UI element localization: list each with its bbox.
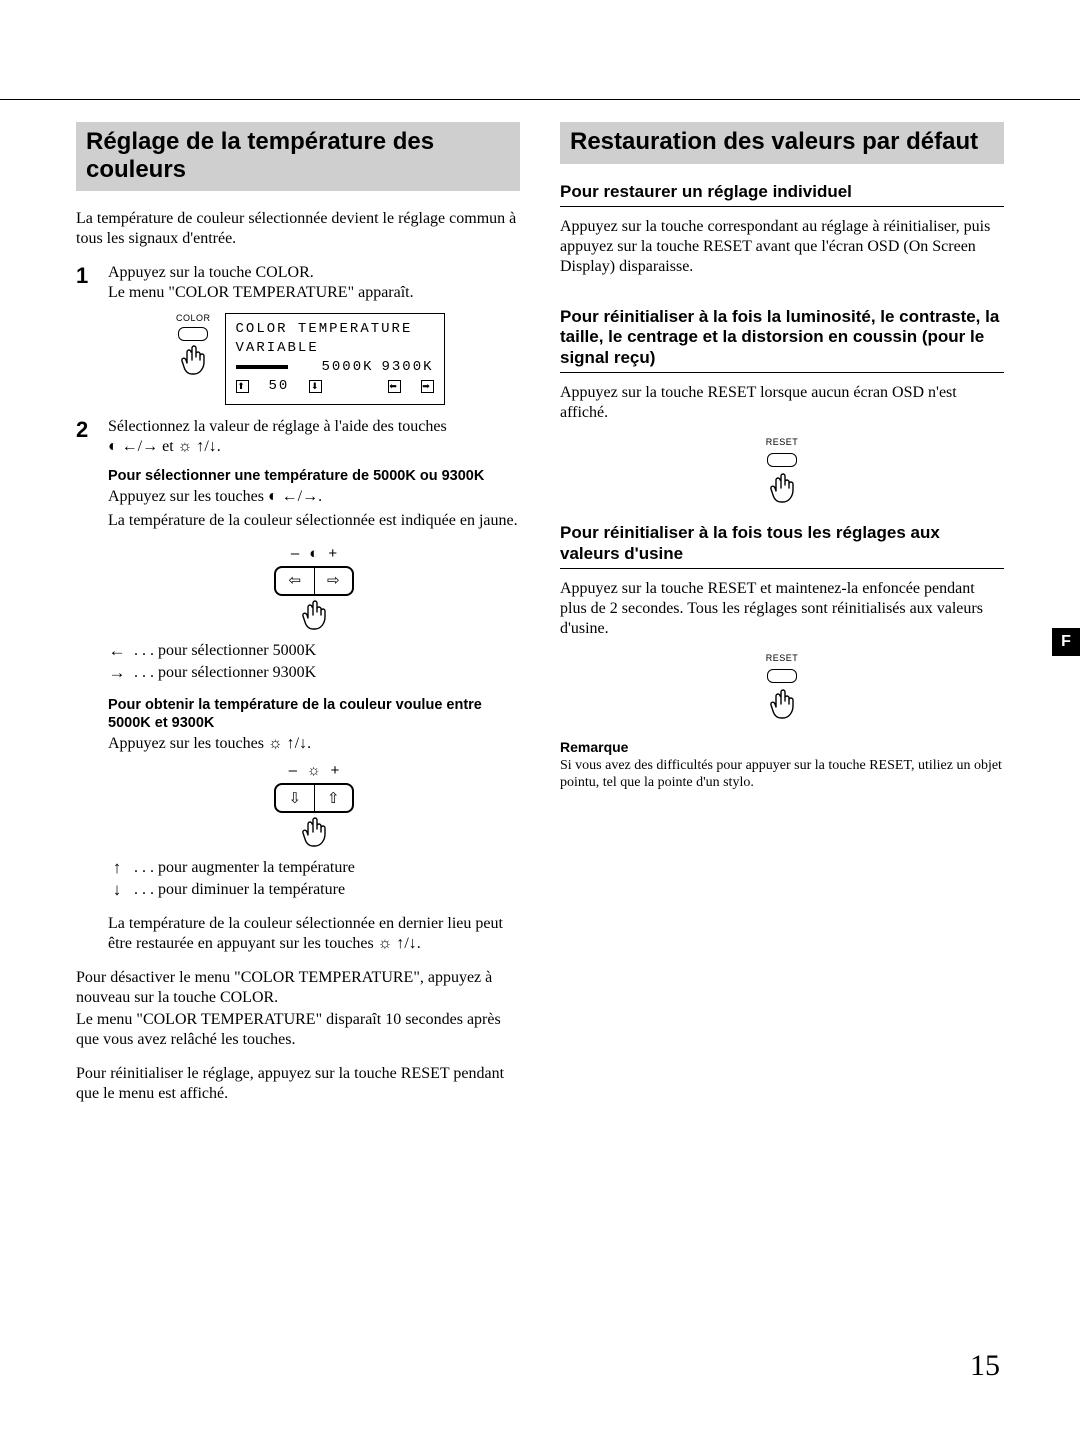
minus-icon: – [289, 762, 297, 779]
remarque-body: Si vous avez des difficultés pour appuye… [560, 757, 1004, 792]
reset-label-2: RESET [766, 653, 799, 663]
rocker-contrast-figure: – ◐ + ⇦ ⇨ [108, 545, 520, 634]
color-button-label: COLOR [176, 313, 211, 323]
right-arrow-icon: → [108, 662, 126, 684]
step-2: 2 Sélectionnez la valeur de réglage à l'… [76, 417, 520, 457]
hand-press-icon [767, 689, 797, 723]
osd-line-2: VARIABLE [236, 339, 434, 358]
step-2-body: Sélectionnez la valeur de réglage à l'ai… [108, 417, 520, 457]
right-h3-2: Pour réinitialiser à la fois la luminosi… [560, 307, 1004, 368]
arrow-up-text: . . . pour augmenter la température [134, 858, 355, 879]
rocker-contrast-label: – ◐ + [291, 545, 337, 562]
right-column: Restauration des valeurs par défaut Pour… [560, 122, 1004, 1118]
rocker-left-arrow-icon: ⇦ [276, 568, 314, 594]
osd-down-icon: ⬇ [309, 380, 322, 393]
rule-3 [560, 568, 1004, 569]
sub2-line1: Appuyez sur les touches ☼ ↑/↓. [108, 734, 520, 754]
minus-icon: – [291, 545, 299, 562]
step-1-body: Appuyez sur la touche COLOR. Le menu "CO… [108, 263, 520, 303]
right-h3-1: Pour restaurer un réglage individuel [560, 182, 1004, 202]
osd-left-icon: ⬅ [388, 380, 401, 393]
top-rule [0, 99, 1080, 100]
arrow-right-line: → . . . pour sélectionner 9300K [108, 662, 520, 684]
language-tab-label: F [1061, 633, 1071, 651]
step-1: 1 Appuyez sur la touche COLOR. Le menu "… [76, 263, 520, 303]
page-number: 15 [970, 1349, 1000, 1383]
color-button-illustration: COLOR [176, 313, 211, 379]
osd-controls-row: ⬆ 50 ⬇ ⬅ ➡ [236, 377, 434, 396]
brightness-icon: ☼ [307, 762, 321, 779]
arrow-right-text: . . . pour sélectionner 9300K [134, 663, 316, 684]
hand-press-icon [299, 600, 329, 634]
reset-button-shape [767, 669, 797, 683]
rocker-brightness-figure: – ☼ + ⇩ ⇧ [108, 762, 520, 851]
rocker-up-down: ⇩ ⇧ [274, 783, 354, 813]
reset-label-1: RESET [766, 437, 799, 447]
arrow-left-line: ← . . . pour sélectionner 5000K [108, 640, 520, 662]
up-arrow-icon: ↑ [108, 857, 126, 879]
osd-5000k: 5000K [321, 358, 373, 377]
arrow-down-text: . . . pour diminuer la température [134, 880, 345, 901]
osd-bar-row: 5000K 9300K [236, 358, 434, 377]
hand-press-icon [178, 345, 208, 379]
sub1-title: Pour sélectionner une température de 500… [108, 467, 520, 485]
step-2-line-b: ◐ ←/→ et ☼ ↑/↓. [108, 438, 221, 455]
subsection-5000-9300: Pour sélectionner une température de 500… [76, 467, 520, 954]
osd-9300k: 9300K [382, 358, 434, 377]
rocker-right-arrow-icon: ⇨ [315, 568, 353, 594]
osd-up-icon: ⬆ [236, 380, 249, 393]
sub1-line2: La température de la couleur sélectionné… [108, 511, 520, 531]
language-tab: F [1052, 628, 1080, 656]
step-1-number: 1 [76, 263, 98, 303]
reset-figure-1: RESET [560, 437, 1004, 507]
right-p2: Appuyez sur la touche RESET lorsque aucu… [560, 383, 1004, 423]
left-column: Réglage de la température des couleurs L… [76, 122, 520, 1118]
osd-line-1: COLOR TEMPERATURE [236, 320, 434, 339]
osd-box: COLOR TEMPERATURE VARIABLE 5000K 9300K ⬆… [225, 313, 445, 405]
osd-right-icon: ➡ [421, 380, 434, 393]
rule-1 [560, 206, 1004, 207]
osd-value: 50 [269, 377, 290, 396]
rocker-down-arrow-icon: ⇩ [276, 785, 314, 811]
remarque-title: Remarque [560, 739, 1004, 755]
left-intro: La température de couleur sélectionnée d… [76, 209, 520, 249]
step-1-line-b: Le menu "COLOR TEMPERATURE" apparaît. [108, 284, 414, 301]
right-p3: Appuyez sur la touche RESET et maintenez… [560, 579, 1004, 639]
arrow-down-line: ↓ . . . pour diminuer la température [108, 879, 520, 901]
right-section-title: Restauration des valeurs par défaut [560, 122, 1004, 164]
sub2-title: Pour obtenir la température de la couleu… [108, 696, 520, 732]
close-line-2: Le menu "COLOR TEMPERATURE" disparaît 10… [76, 1010, 520, 1050]
close-line-1: Pour désactiver le menu "COLOR TEMPERATU… [76, 968, 520, 1008]
contrast-icon: ◐ [309, 545, 318, 562]
left-section-title: Réglage de la température des couleurs [76, 122, 520, 191]
arrow-up-line: ↑ . . . pour augmenter la température [108, 857, 520, 879]
right-p1: Appuyez sur la touche correspondant au r… [560, 217, 1004, 277]
rocker-brightness-label: – ☼ + [289, 762, 340, 779]
plus-icon: + [328, 545, 337, 562]
rule-2 [560, 372, 1004, 373]
close-line-3: Pour réinitialiser le réglage, appuyez s… [76, 1064, 520, 1104]
step-2-number: 2 [76, 417, 98, 457]
left-arrow-icon: ← [108, 640, 126, 662]
color-button-shape [178, 327, 208, 341]
hand-press-icon [299, 817, 329, 851]
rocker-up-arrow-icon: ⇧ [315, 785, 353, 811]
down-arrow-icon: ↓ [108, 879, 126, 901]
page-content: Réglage de la température des couleurs L… [76, 122, 1004, 1118]
osd-figure: COLOR COLOR TEMPERATURE VARIABLE 5000K 9… [76, 313, 520, 405]
right-h3-3: Pour réinitialiser à la fois tous les ré… [560, 523, 1004, 564]
arrow-left-text: . . . pour sélectionner 5000K [134, 641, 316, 662]
sub-tail: La température de la couleur sélectionné… [108, 914, 520, 954]
sub1-line1: Appuyez sur les touches ◐ ←/→. [108, 487, 520, 507]
reset-figure-2: RESET [560, 653, 1004, 723]
rocker-left-right: ⇦ ⇨ [274, 566, 354, 596]
step-2-line-a: Sélectionnez la valeur de réglage à l'ai… [108, 418, 447, 435]
osd-progress-bar [236, 365, 288, 369]
reset-button-shape [767, 453, 797, 467]
hand-press-icon [767, 473, 797, 507]
plus-icon: + [331, 762, 340, 779]
step-1-line-a: Appuyez sur la touche COLOR. [108, 264, 314, 281]
